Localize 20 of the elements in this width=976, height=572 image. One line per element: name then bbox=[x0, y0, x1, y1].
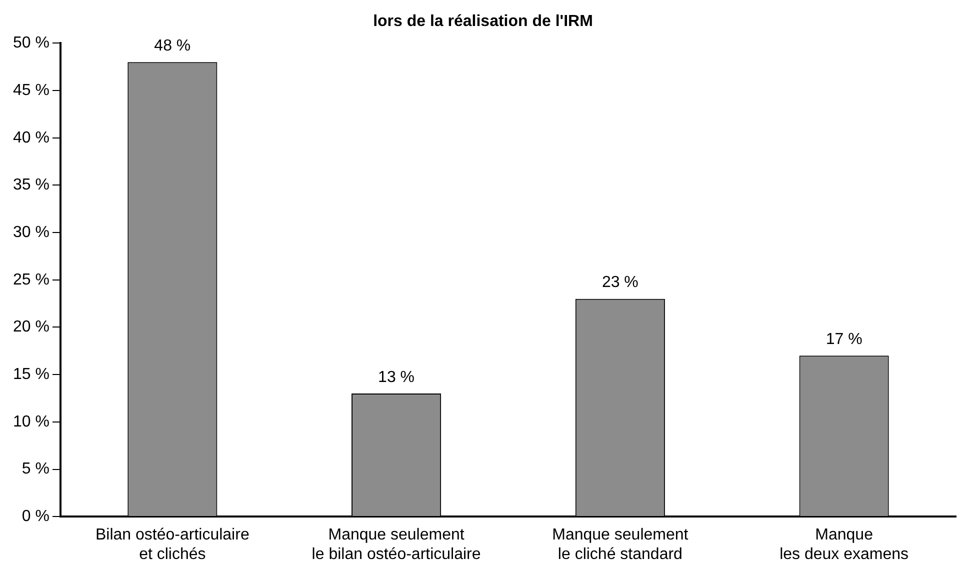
data-label: 13 % bbox=[378, 368, 415, 386]
y-tick-label: 35 % bbox=[13, 176, 50, 194]
y-tick-label: 15 % bbox=[13, 366, 50, 383]
data-label: 48 % bbox=[154, 38, 191, 55]
y-tick-label: 30 % bbox=[13, 224, 50, 241]
y-tick-label: 25 % bbox=[13, 271, 50, 288]
y-tick-label: 45 % bbox=[13, 82, 50, 99]
chart-title: lors de la réalisation de l'IRM bbox=[373, 13, 593, 30]
x-tick-label: Manque seulement le cliché standard bbox=[552, 526, 689, 563]
x-tick-label: Manque seulement le bilan ostéo-articulaire bbox=[312, 526, 481, 563]
x-tick-label: Manque les deux examens bbox=[780, 526, 909, 563]
y-tick-label: 10 % bbox=[13, 413, 50, 430]
y-tick-label: 0 % bbox=[22, 508, 50, 526]
y-tick-label: 50 % bbox=[13, 34, 50, 52]
data-label: 23 % bbox=[602, 274, 638, 292]
y-tick-label: 20 % bbox=[13, 318, 50, 336]
y-tick-label: 5 % bbox=[22, 460, 50, 478]
x-tick-label: Bilan ostéo-articulaire et clichés bbox=[95, 526, 250, 563]
data-label: 17 % bbox=[826, 331, 862, 348]
y-tick-label: 40 % bbox=[13, 129, 50, 146]
